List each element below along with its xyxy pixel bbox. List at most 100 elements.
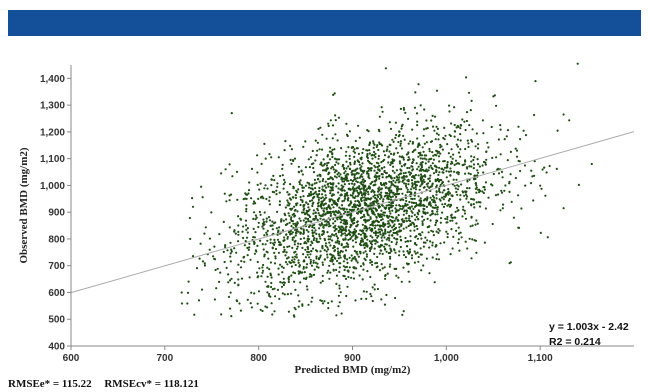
data-point <box>314 139 317 142</box>
data-point <box>329 235 332 238</box>
data-point <box>393 227 397 230</box>
data-point <box>532 199 535 202</box>
data-point <box>273 241 276 244</box>
data-point <box>517 194 520 197</box>
data-point <box>357 152 360 155</box>
data-point <box>407 180 410 183</box>
data-point <box>444 217 447 220</box>
data-point <box>354 195 357 198</box>
data-point <box>326 154 329 157</box>
data-point <box>213 257 216 260</box>
data-point <box>492 172 495 176</box>
data-point <box>451 247 454 250</box>
data-point <box>353 255 356 259</box>
data-point <box>470 155 473 158</box>
data-point <box>473 206 476 209</box>
data-point <box>367 172 370 175</box>
data-point <box>280 220 283 223</box>
data-point <box>282 246 286 249</box>
data-point <box>362 213 365 216</box>
data-point <box>470 257 473 260</box>
data-point <box>374 224 377 227</box>
data-point <box>368 142 371 145</box>
data-point <box>438 198 441 201</box>
data-point <box>338 206 341 209</box>
data-point <box>383 245 386 248</box>
data-point <box>483 188 486 191</box>
data-point <box>384 171 388 175</box>
data-point <box>271 220 274 223</box>
data-point <box>381 204 384 207</box>
data-point <box>398 130 401 133</box>
data-point <box>359 241 362 244</box>
data-point <box>467 172 470 175</box>
data-point <box>345 245 348 248</box>
data-point <box>314 214 317 218</box>
data-point <box>253 292 256 295</box>
data-point <box>365 297 368 300</box>
data-point <box>411 197 414 201</box>
data-point <box>229 260 232 263</box>
data-point <box>321 164 324 167</box>
data-point <box>338 158 341 161</box>
data-point <box>351 173 354 176</box>
data-point <box>361 151 364 154</box>
data-point <box>275 227 278 230</box>
data-point <box>362 148 365 151</box>
data-point <box>333 211 336 214</box>
data-point <box>364 221 367 224</box>
data-point <box>509 173 512 176</box>
data-point <box>288 193 291 196</box>
data-point <box>389 255 392 258</box>
data-point <box>224 245 227 249</box>
data-point <box>414 236 417 239</box>
data-point <box>304 166 307 169</box>
data-point <box>459 148 462 151</box>
data-point <box>303 271 306 274</box>
data-point <box>252 236 255 239</box>
data-point <box>321 133 324 136</box>
data-point <box>290 148 293 151</box>
data-point <box>233 281 236 284</box>
data-point <box>416 168 419 171</box>
data-point <box>312 261 315 264</box>
data-point <box>342 238 345 241</box>
data-point <box>477 171 480 174</box>
data-point <box>268 196 271 199</box>
data-point <box>337 162 340 165</box>
data-point <box>286 263 289 266</box>
data-point <box>240 260 243 263</box>
data-point <box>366 129 369 132</box>
data-point <box>226 249 229 252</box>
data-point <box>191 255 195 258</box>
data-point <box>295 189 298 192</box>
data-point <box>336 239 339 242</box>
data-point <box>477 143 480 146</box>
data-point <box>333 213 336 216</box>
data-point <box>309 244 312 247</box>
data-point <box>334 220 337 223</box>
data-point <box>331 148 334 151</box>
data-point <box>357 210 360 213</box>
data-point <box>457 209 460 212</box>
data-point <box>363 169 366 172</box>
data-point <box>453 106 456 109</box>
data-point <box>421 146 424 149</box>
data-point <box>316 202 320 205</box>
data-point <box>326 253 329 256</box>
data-point <box>257 221 260 224</box>
data-point <box>403 164 406 167</box>
data-point <box>233 229 236 232</box>
data-point <box>376 171 379 174</box>
data-point <box>282 277 285 280</box>
data-point <box>365 290 368 293</box>
data-point <box>361 162 364 165</box>
data-point <box>375 176 378 179</box>
data-point <box>223 260 226 264</box>
data-point <box>441 203 444 206</box>
data-point <box>432 172 436 175</box>
data-point <box>315 239 318 242</box>
data-point <box>293 315 296 318</box>
data-point <box>304 140 307 143</box>
data-point <box>349 194 352 197</box>
